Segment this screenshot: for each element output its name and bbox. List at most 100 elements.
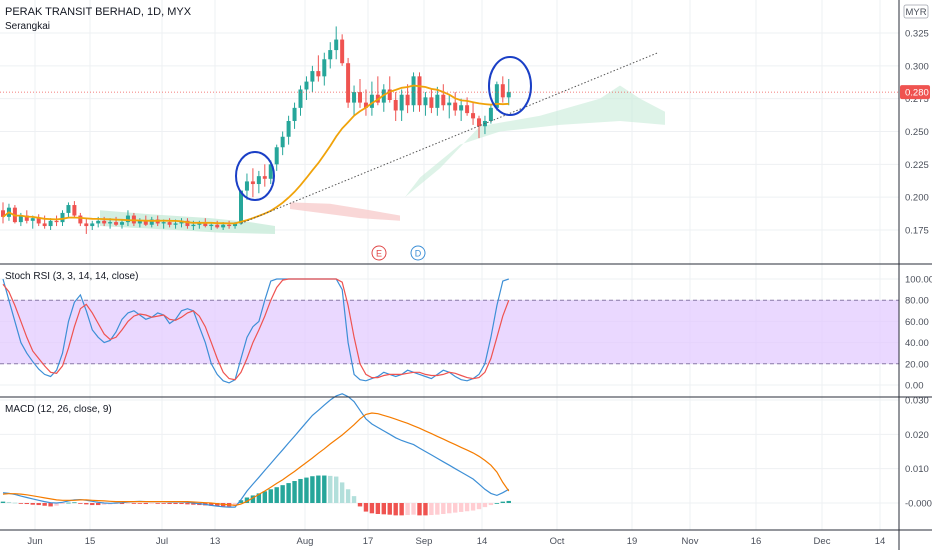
macd-histogram-bar <box>423 503 428 516</box>
candle-body <box>399 94 404 111</box>
macd-histogram-bar <box>119 503 125 505</box>
stoch-title: Stoch RSI (3, 3, 14, 14, close) <box>5 271 138 282</box>
macd-histogram-bar <box>191 503 196 505</box>
macd-histogram-bar <box>72 502 77 504</box>
time-axis-label: Aug <box>297 536 314 547</box>
time-axis-ticks[interactable]: Jun 15 Jul 13 Aug 17 Sep 14 Oct 19 Nov 16 Dec 14 <box>27 536 885 547</box>
cloud-green-area-right <box>405 85 665 198</box>
macd-histogram-bar <box>84 503 89 505</box>
macd-histogram-bar <box>149 503 154 504</box>
candle-body <box>108 222 113 224</box>
candle-body <box>268 164 273 179</box>
macd-histogram-bar <box>0 501 6 503</box>
macd-histogram-bar <box>345 489 351 503</box>
candle-body <box>363 102 368 108</box>
candle-body <box>143 220 148 225</box>
macd-histogram-bar <box>36 503 41 506</box>
macd-histogram-bar <box>244 497 250 503</box>
cloud-red-area <box>290 202 400 221</box>
candle-body <box>477 118 481 127</box>
macd-histogram-bar <box>185 503 190 505</box>
candle-body <box>167 222 172 225</box>
stoch-axis-ticks[interactable]: 0.00 20.00 40.00 60.00 80.00 100.00 <box>905 275 932 392</box>
macd-histogram-bar <box>173 503 178 505</box>
macd-histogram-bar <box>274 487 279 503</box>
candle-body <box>149 219 154 225</box>
macd-histogram-bar <box>328 475 333 503</box>
macd-histogram-bar <box>399 503 404 516</box>
macd-histogram-bar <box>60 503 65 505</box>
stoch-axis-label: 0.00 <box>905 381 924 392</box>
macd-histogram-bar <box>500 501 505 503</box>
candle-body <box>405 94 410 106</box>
macd-axis-ticks[interactable]: -0.000 0.010 0.020 0.030 <box>905 396 932 510</box>
currency-badge[interactable] <box>903 4 929 19</box>
macd-histogram-bar <box>262 491 267 503</box>
candle-body <box>42 223 47 227</box>
candle-body <box>256 176 261 185</box>
macd-histogram-bar <box>215 503 220 507</box>
candle-body <box>417 76 422 106</box>
candle-body <box>120 222 124 225</box>
time-axis-label: 14 <box>875 536 886 547</box>
macd-title: MACD (12, 26, close, 9) <box>5 404 112 415</box>
macd-histogram-bar <box>24 503 29 505</box>
macd-histogram-bar <box>304 477 309 503</box>
macd-histogram-bar <box>393 503 398 516</box>
macd-axis-label: 0.020 <box>905 430 929 441</box>
macd-histogram-bar <box>441 503 446 514</box>
macd-histogram-bar <box>125 503 131 504</box>
candle-body <box>250 181 255 185</box>
candle-body <box>84 223 89 227</box>
macd-histogram-bar <box>429 503 434 516</box>
candle-body <box>459 105 464 111</box>
macd-histogram-bar <box>155 503 160 504</box>
macd-signal-line <box>2 412 510 507</box>
candle-body <box>191 224 196 227</box>
macd-histogram-bar <box>381 503 386 515</box>
event-marker-e[interactable] <box>371 245 387 261</box>
chart-title: PERAK TRANSIT BERHAD, 1D, MYX <box>5 6 192 18</box>
currency-badge-label: MYR <box>905 7 926 18</box>
macd-histogram-bar <box>179 503 184 505</box>
price-axis-label: 0.325 <box>905 29 929 40</box>
macd-histogram-bar <box>506 500 511 503</box>
candle-body <box>292 107 297 121</box>
macd-histogram-bar <box>161 503 166 504</box>
candle-body <box>36 218 41 224</box>
macd-histogram-bar <box>286 483 291 503</box>
macd-histogram-bar <box>101 503 107 505</box>
candle-body <box>185 220 190 227</box>
time-axis-label: Jun <box>27 536 42 547</box>
trend-line[interactable] <box>240 52 659 224</box>
macd-histogram-bar <box>322 475 327 503</box>
macd-histogram-bar <box>482 503 488 508</box>
price-axis-label: 0.300 <box>905 61 929 72</box>
candle-body <box>209 224 214 227</box>
price-axis-label: 0.250 <box>905 127 929 138</box>
macd-histogram-bar <box>12 502 18 504</box>
annotation-circle-september[interactable] <box>488 56 532 116</box>
candle-body <box>233 223 238 227</box>
macd-histogram-bar <box>357 503 363 507</box>
macd-histogram-bar <box>78 503 83 504</box>
macd-histogram-bar <box>470 503 476 511</box>
price-axis-ticks[interactable]: 0.175 0.200 0.225 0.250 0.275 0.300 0.325 <box>905 29 929 237</box>
candle-body <box>471 113 476 119</box>
candle-body <box>506 92 511 98</box>
macd-histogram-bar <box>334 476 339 503</box>
stoch-axis-label: 20.00 <box>905 359 929 370</box>
price-axis-label: 0.175 <box>905 226 929 237</box>
annotation-circle-july[interactable] <box>235 151 275 201</box>
candle-body <box>54 220 59 223</box>
macd-histogram-bar <box>453 503 458 513</box>
event-marker-d[interactable] <box>410 245 426 261</box>
candle-body <box>114 222 119 225</box>
candle-body <box>322 59 327 77</box>
candle-body <box>358 92 362 103</box>
candle-body <box>441 94 446 106</box>
candle-body <box>411 76 416 106</box>
candle-body <box>215 224 220 228</box>
current-price-tag <box>900 85 930 100</box>
